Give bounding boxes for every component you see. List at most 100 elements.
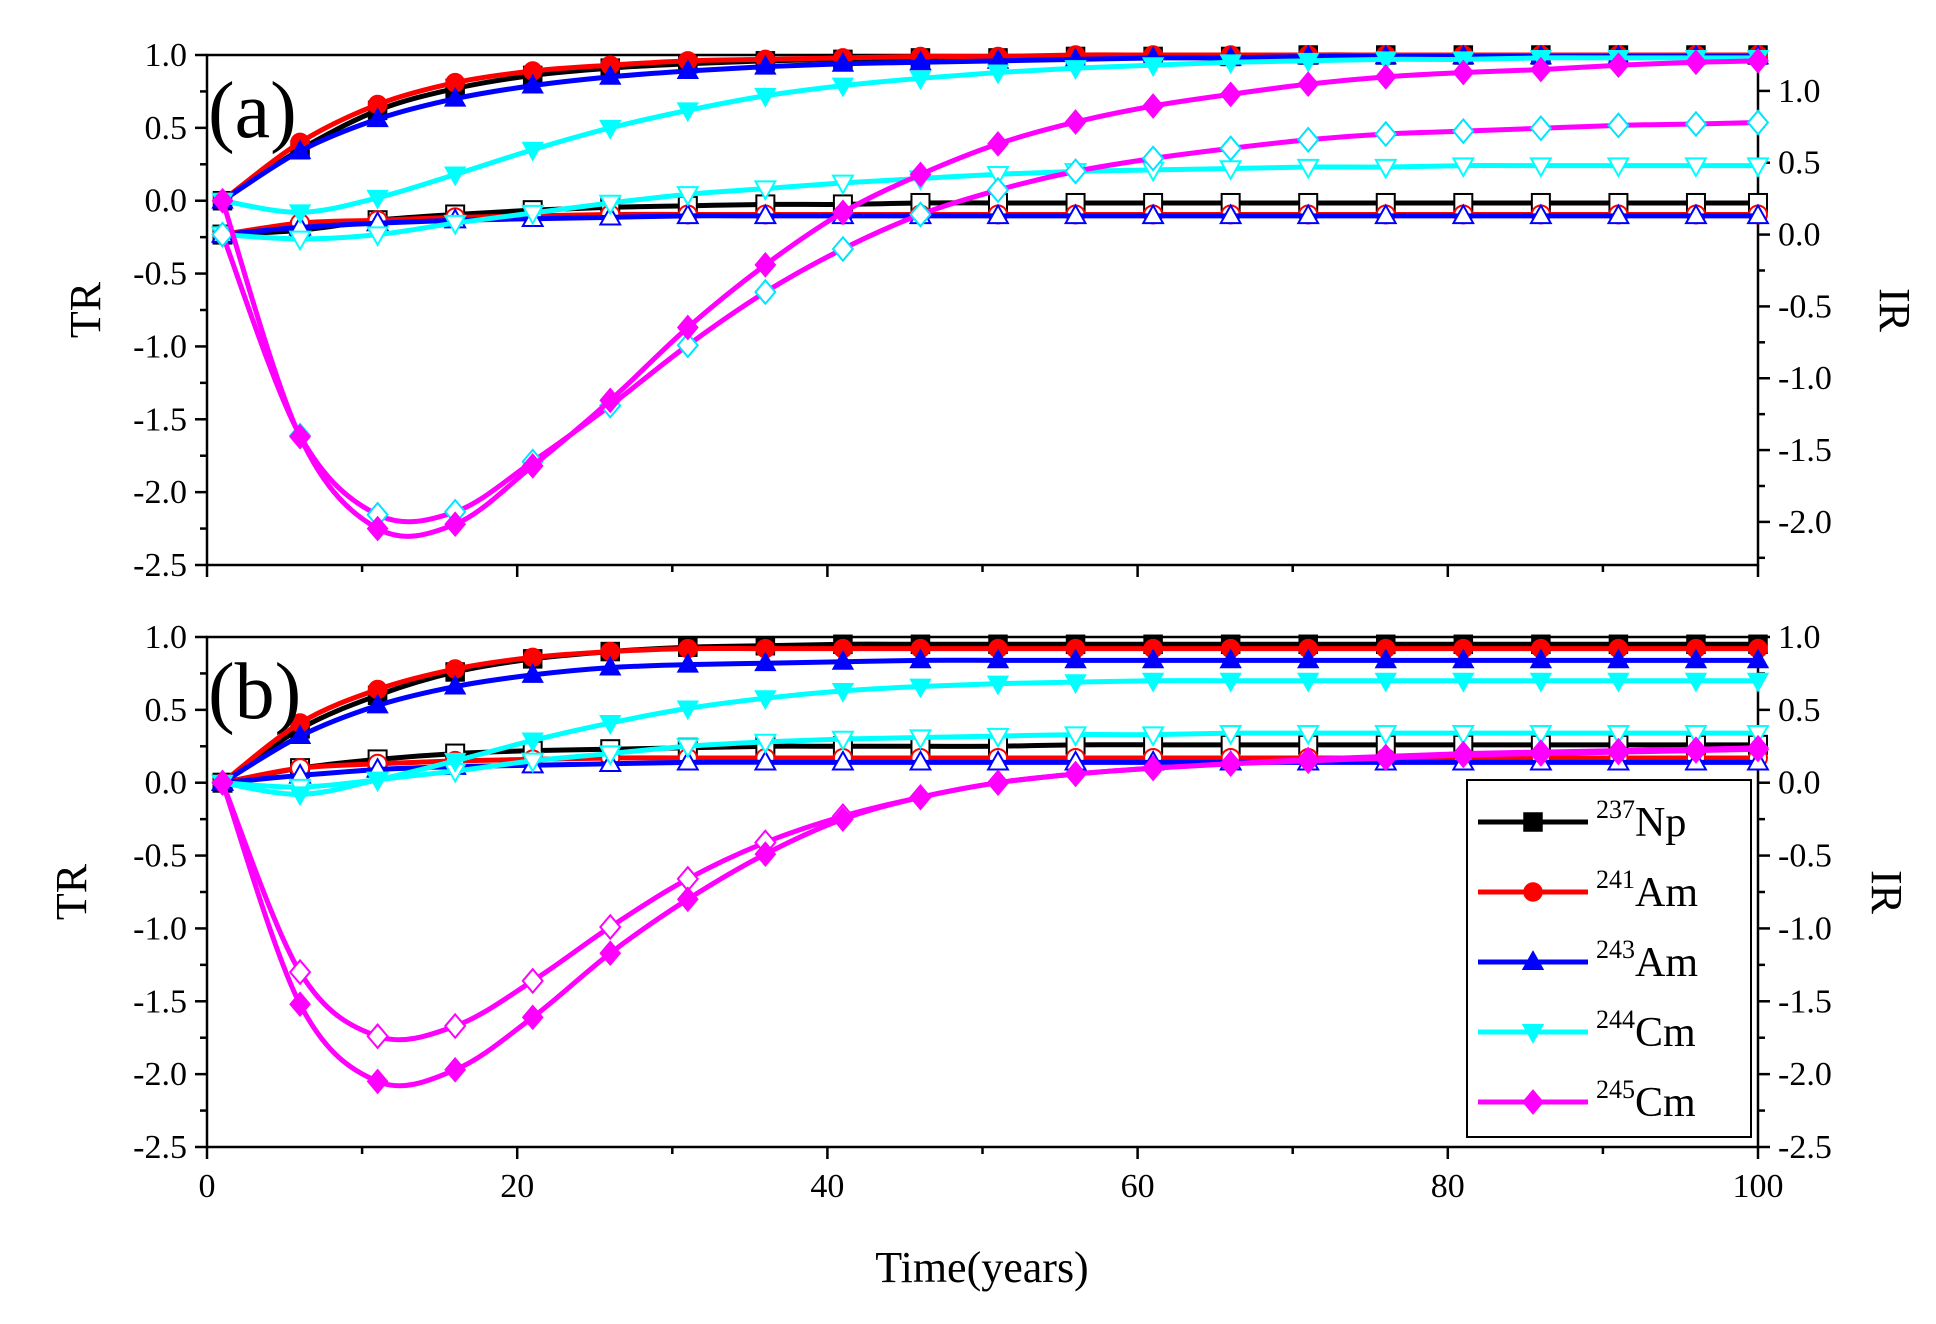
data-point-244Cm-IR [1606,724,1631,746]
data-point-244Cm-TR [1297,52,1320,73]
data-point-243Am-TR [754,651,777,672]
panel-b-series [210,634,1770,1095]
panel-a-y2-axis-title: IR [1870,288,1919,333]
x-tick-label: 20 [500,1168,534,1205]
y2-tick-label: -0.5 [1778,288,1832,325]
y2-tick-label: 0.5 [1778,692,1821,729]
data-point-243Am-IR [1141,203,1165,225]
data-point-245Cm-IR [443,1012,467,1040]
y2-tick-label: -1.5 [1778,983,1832,1020]
data-point-244Cm-TR [521,141,544,162]
data-point-245Cm-TR [1452,59,1475,86]
data-point-243Am-TR [1607,648,1630,669]
data-point-245Cm-IR [1064,158,1087,185]
data-point-243Am-TR [1746,648,1770,669]
legend-mass-number: 237 [1596,795,1635,824]
data-point-245Cm-IR [909,201,932,228]
data-point-245Cm-IR [288,958,312,986]
data-point-245Cm-TR [832,199,854,226]
data-point-245Cm-IR [1452,117,1475,145]
data-point-244Cm-IR [1746,157,1770,179]
data-point-244Cm-IR [1141,726,1165,748]
data-point-244Cm-IR [1219,724,1243,746]
data-point-243Am-IR [1606,203,1631,225]
data-point-244Cm-IR [1296,158,1320,180]
data-point-245Cm-TR [1685,736,1707,763]
data-point-244Cm-IR [521,752,545,774]
y-tick-label: -2.0 [133,474,187,511]
data-point-243Am-TR [288,139,312,160]
data-point-245Cm-TR [754,251,777,278]
data-point-243Am-TR [366,107,389,128]
data-point-244Cm-IR [1451,157,1475,179]
data-point-244Cm-IR [1684,724,1708,746]
data-point-245Cm-TR [1142,755,1164,782]
y-tick-label: -1.5 [133,983,187,1020]
data-point-243Am-TR [1141,648,1165,669]
data-point-245Cm-IR [831,235,855,263]
legend-marker [1521,1024,1545,1044]
data-point-244Cm-IR [1529,724,1553,746]
legend-label: 243Am [1596,935,1698,986]
data-point-243Am-TR [986,648,1010,669]
data-point-244Cm-IR [1684,157,1708,179]
data-point-243Am-TR [676,59,699,79]
panel-a-ticks: 1.0 0.5 0.0 -0.5 -1.0 -1.5 -2.0 -2.5 1.0 0.5 0.0 -0… [133,37,1832,584]
legend-element: Cm [1635,1080,1696,1126]
panel-b-ticks: 1.0 0.5 0.0 -0.5 -1.0 -1.5 -2.0 -2.5 1.0 0.5 0.0 -0… [133,619,1832,1205]
data-point-245Cm-TR [676,886,699,913]
data-point-244Cm-TR [754,87,777,108]
data-point-245Cm-TR [1685,49,1707,76]
data-point-243Am-TR [1219,648,1242,669]
data-point-243Am-IR [1529,203,1553,225]
data-point-244Cm-TR [676,700,699,721]
data-point-243Am-TR [521,73,544,94]
legend-label: 241Am [1596,865,1698,916]
y2-tick-label: -0.5 [1778,838,1832,875]
legend-box [1466,779,1752,1138]
data-point-243Am-TR [754,54,777,75]
data-point-244Cm-TR [1529,672,1553,693]
data-point-243Am-TR [443,674,467,695]
x-tick-label: 60 [1121,1168,1155,1205]
data-point-243Am-TR [831,649,855,670]
y-tick-label: 0.5 [145,110,188,147]
data-point-244Cm-IR [443,214,467,236]
legend-element: Np [1635,800,1686,846]
panel-b: 1.0 0.5 0.0 -0.5 -1.0 -1.5 -2.0 -2.5 1.0 0.5 0.0 -0… [47,619,1911,1292]
legend-marker [1523,812,1543,832]
data-point-244Cm-TR [909,70,932,91]
legend-mass-number: 245 [1596,1075,1635,1104]
data-point-243Am-IR [1063,203,1088,225]
data-point-244Cm-IR [986,727,1010,749]
y2-tick-label: -1.5 [1778,432,1832,469]
data-point-244Cm-TR [1219,54,1242,75]
data-point-245Cm-TR [521,1004,544,1031]
y2-tick-label: -1.0 [1778,360,1832,397]
data-point-245Cm-TR [1374,63,1397,90]
data-point-244Cm-TR [521,732,544,753]
data-point-244Cm-TR [599,119,622,140]
legend-marker [1522,1089,1544,1115]
data-point-244Cm-IR [753,180,777,201]
data-point-245Cm-TR [366,1068,389,1095]
data-point-243Am-IR [908,749,933,771]
data-point-243Am-TR [521,663,544,683]
data-point-243Am-TR [443,86,467,107]
data-point-244Cm-TR [676,102,699,123]
data-point-244Cm-TR [1297,672,1320,693]
y-tick-label: -1.0 [133,910,187,947]
y-tick-label: -0.5 [133,838,187,875]
data-point-245Cm-TR [1747,734,1769,761]
data-point-244Cm-IR [1451,724,1475,746]
legend-mass-number: 244 [1596,1005,1635,1034]
data-point-244Cm-IR [753,733,777,755]
legend-marker [1523,882,1543,902]
data-point-243Am-TR [1297,648,1320,669]
data-point-243Am-TR [1064,648,1087,669]
legend-element: Am [1635,940,1698,986]
data-point-245Cm-TR [987,131,1009,157]
data-point-244Cm-IR [521,204,545,226]
